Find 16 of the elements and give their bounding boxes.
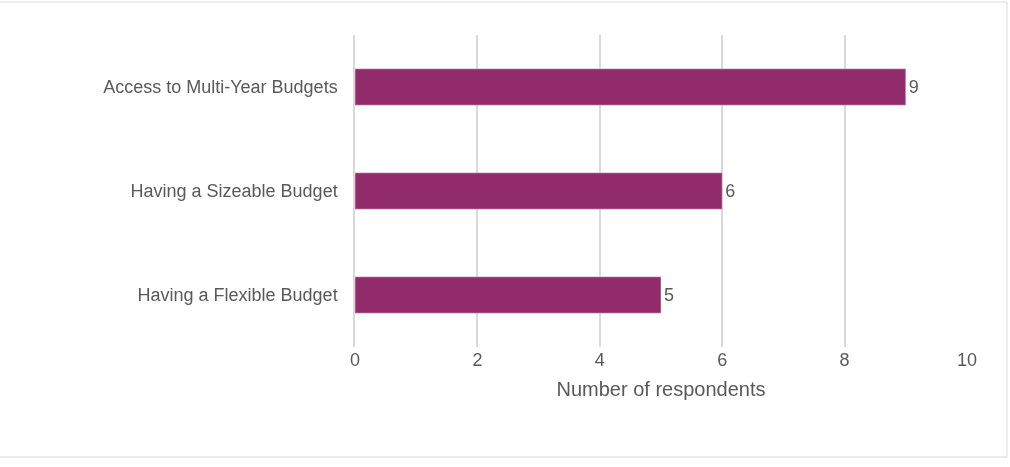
data-label: 9: [908, 77, 919, 97]
x-tick-label: 8: [839, 350, 850, 370]
x-tick-label: 6: [717, 350, 728, 370]
bar: [355, 68, 907, 106]
x-tick-label: 0: [349, 350, 361, 370]
data-label: 6: [725, 181, 736, 201]
x-axis-title: Number of respondents: [556, 377, 766, 400]
x-tick-label: 2: [472, 350, 483, 370]
x-tick-label: 4: [594, 350, 605, 370]
y-tick-label: Access to Multi-Year Budgets: [103, 77, 338, 98]
bar: [355, 172, 723, 210]
bar: [355, 276, 662, 314]
y-tick-label: Having a Sizeable Budget: [130, 181, 338, 202]
y-tick-label: Having a Flexible Budget: [137, 285, 338, 306]
x-tick-label: 10: [956, 350, 978, 370]
data-label: 5: [664, 285, 675, 305]
